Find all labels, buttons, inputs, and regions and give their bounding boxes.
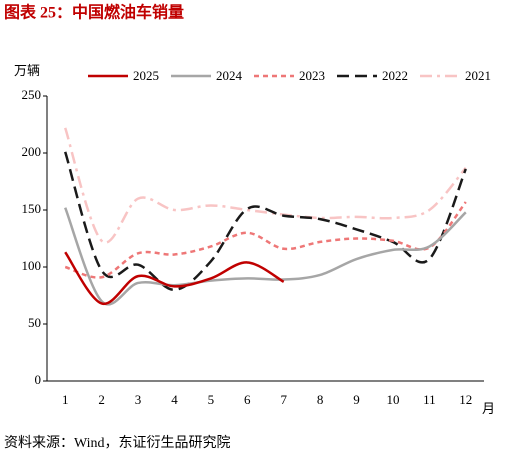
x-axis-label: 月: [482, 401, 495, 416]
x-tick-label: 5: [208, 392, 215, 407]
x-tick-label: 6: [244, 392, 251, 407]
y-tick-label: 250: [22, 87, 42, 102]
x-tick-label: 10: [386, 392, 399, 407]
x-tick-label: 8: [317, 392, 324, 407]
y-tick-label: 200: [22, 144, 42, 159]
legend-label: 2021: [465, 68, 491, 83]
legend-label: 2024: [216, 68, 243, 83]
series-line: [64, 207, 467, 306]
x-tick-label: 11: [423, 392, 436, 407]
x-tick-label: 12: [459, 392, 472, 407]
x-tick-label: 1: [62, 392, 69, 407]
y-axis-label: 万辆: [14, 63, 40, 78]
legend-label: 2023: [299, 68, 325, 83]
x-tick-label: 2: [98, 392, 105, 407]
chart-title: 图表 25：中国燃油车销量: [4, 3, 184, 22]
series-line: [64, 151, 467, 292]
x-tick-label: 7: [280, 392, 287, 407]
y-tick-label: 150: [22, 201, 42, 216]
x-tick-label: 4: [171, 392, 178, 407]
y-tick-label: 100: [22, 258, 42, 273]
series-line: [64, 251, 285, 305]
x-tick-label: 9: [353, 392, 360, 407]
legend-label: 2022: [382, 68, 408, 83]
source: 资料来源：Wind，东证衍生品研究院: [4, 435, 231, 451]
legend-label: 2025: [133, 68, 159, 83]
x-tick-label: 3: [135, 392, 142, 407]
series-line: [64, 127, 467, 244]
y-tick-label: 50: [28, 315, 41, 330]
y-tick-label: 0: [35, 372, 42, 387]
